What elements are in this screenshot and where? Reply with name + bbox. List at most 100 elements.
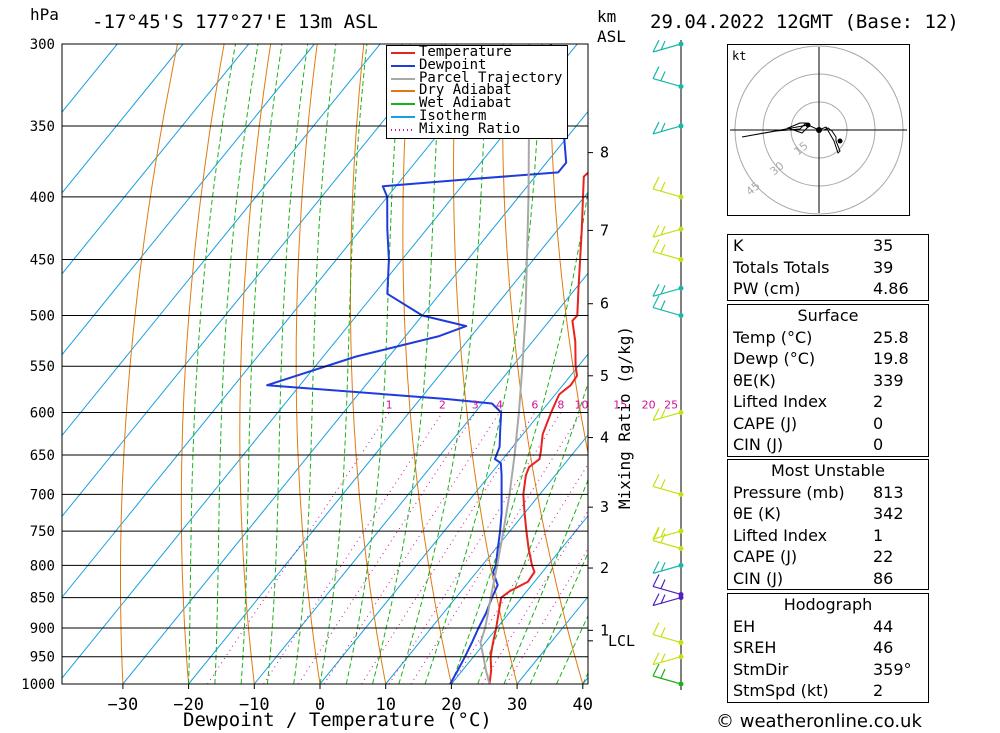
mu-row-cin: CIN (J) 86 xyxy=(733,568,894,588)
isotherm-line xyxy=(62,44,118,113)
parcel-trajectory-line xyxy=(479,44,531,684)
wind-barb xyxy=(652,239,684,263)
asl-label: ASL xyxy=(597,27,626,46)
isotherm-line xyxy=(62,44,381,437)
wind-barb xyxy=(652,561,684,574)
surface-row-cape: CAPE (J) 0 xyxy=(733,413,884,433)
pressure-tick-label: 1000 xyxy=(21,677,55,693)
hodograph-trace xyxy=(741,122,841,154)
pressure-tick-label: 900 xyxy=(30,621,55,637)
x-tick-label: −20 xyxy=(173,695,204,715)
wet-adiabat-line xyxy=(214,44,259,684)
wet-adiabat-line xyxy=(529,551,588,684)
mixing-ratio-label: 2 xyxy=(439,398,446,411)
wind-barb-staff xyxy=(652,633,682,644)
x-axis-label: Dewpoint / Temperature (°C) xyxy=(183,709,492,731)
wind-barb-flag xyxy=(652,176,660,190)
wind-barb-flag xyxy=(660,181,666,192)
legend-swatch xyxy=(391,90,415,93)
isotherm-line xyxy=(385,434,588,684)
wind-barb-staff xyxy=(652,656,682,666)
x-tick-label: 30 xyxy=(507,695,527,715)
mu-row-pressure: Pressure (mb) 813 xyxy=(733,482,904,502)
wind-barb-flag xyxy=(652,593,660,606)
pressure-tick-label: 550 xyxy=(30,359,55,375)
most-unstable-table: Most Unstable Pressure (mb) 813 θE (K) 342… xyxy=(727,459,929,590)
pressure-tick-label: 650 xyxy=(30,448,55,464)
x-tick-label: −10 xyxy=(239,695,270,715)
x-tick-label: 0 xyxy=(315,695,325,715)
pressure-tick-label: 350 xyxy=(30,119,55,135)
chart-legend: Temperature Dewpoint Parcel Trajectory Dry … xyxy=(386,45,568,139)
wind-barb xyxy=(652,295,684,319)
wind-barb-staff xyxy=(652,188,682,198)
wind-barb-flag xyxy=(652,574,660,587)
km-tick-label: 8 xyxy=(600,144,609,162)
wind-barb-flag xyxy=(652,474,660,487)
legend-label: Isotherm xyxy=(419,107,487,124)
x-tick-label: 20 xyxy=(441,695,461,715)
wet-adiabat-line xyxy=(556,614,588,684)
wind-barb-flag xyxy=(652,66,660,79)
wind-barb-flag xyxy=(660,71,666,81)
legend-label: Parcel Trajectory xyxy=(419,69,563,86)
dry-adiabat-line xyxy=(295,44,321,684)
plot-frame xyxy=(61,43,589,685)
lcl-label: LCL xyxy=(608,632,635,650)
wind-barb-flag xyxy=(660,579,666,589)
wind-barb xyxy=(652,593,684,607)
wind-barb-staff xyxy=(652,530,682,540)
wet-adiabat-line xyxy=(477,381,588,684)
dry-adiabat-line xyxy=(120,44,178,684)
wind-barb xyxy=(652,622,684,646)
legend-item: Mixing Ratio xyxy=(387,122,567,136)
legend-swatch xyxy=(391,128,415,131)
wind-barb xyxy=(652,66,684,90)
pressure-tick-label: 700 xyxy=(30,487,55,503)
surface-row-temp: Temp (°C) 25.8 xyxy=(733,327,909,347)
wind-barb-staff xyxy=(652,485,682,495)
surface-row-thetae: θE(K) 339 xyxy=(733,370,904,390)
mu-row-thetae: θE (K) 342 xyxy=(733,504,904,523)
pressure-tick-label: 600 xyxy=(30,405,55,421)
km-tick-label: 2 xyxy=(600,559,609,577)
mixing-ratio-label: 4 xyxy=(496,398,503,411)
wind-barb-flag xyxy=(652,239,660,252)
surface-title: Surface xyxy=(797,306,859,325)
wind-barb-flag xyxy=(660,479,666,489)
wind-barb xyxy=(652,652,684,666)
indices-table: K 35 Totals Totals 39 PW (cm) 4.86 xyxy=(727,234,929,301)
wind-barb-flag xyxy=(660,244,666,254)
km-tick-label: 5 xyxy=(600,367,609,385)
wind-barb-flag xyxy=(660,594,666,604)
x-tick-label: 40 xyxy=(573,695,593,715)
wind-barb-flag xyxy=(652,121,660,135)
wind-barb-flag xyxy=(652,39,660,53)
mixing-ratio-line xyxy=(451,463,588,684)
km-tick-label: 4 xyxy=(600,429,609,447)
wet-adiabat-line xyxy=(319,44,368,684)
legend-item: Wet Adiabat xyxy=(387,96,567,110)
mu-row-cape: CAPE (J) 22 xyxy=(733,547,894,566)
wind-barb-staff xyxy=(652,77,682,88)
surface-row-cin: CIN (J) 0 xyxy=(733,435,884,454)
wind-barb-flag xyxy=(660,527,666,538)
pressure-tick-label: 450 xyxy=(30,253,55,269)
legend-item: Dry Adiabat xyxy=(387,84,567,97)
wind-barb xyxy=(652,176,684,200)
wet-adiabat-line xyxy=(240,44,283,684)
location-title: -17°45'S 177°27'E 13m ASL xyxy=(92,11,378,33)
hodo-row-stmdir: StmDir 359° xyxy=(733,659,912,679)
isotherm-line xyxy=(62,44,512,599)
wind-barb-flag xyxy=(660,285,666,295)
wind-barb-flag xyxy=(660,225,666,236)
surface-row-li: Lifted Index 2 xyxy=(733,392,884,411)
pressure-tick-label: 750 xyxy=(30,524,55,540)
km-tick-label: 1 xyxy=(600,621,609,639)
temperature-line xyxy=(488,171,588,684)
wind-barb-staff xyxy=(652,675,682,685)
legend-item: Temperature xyxy=(387,45,567,59)
km-label: km xyxy=(597,7,617,26)
legend-label: Dewpoint xyxy=(419,56,487,73)
wind-barb-flag xyxy=(652,622,660,635)
